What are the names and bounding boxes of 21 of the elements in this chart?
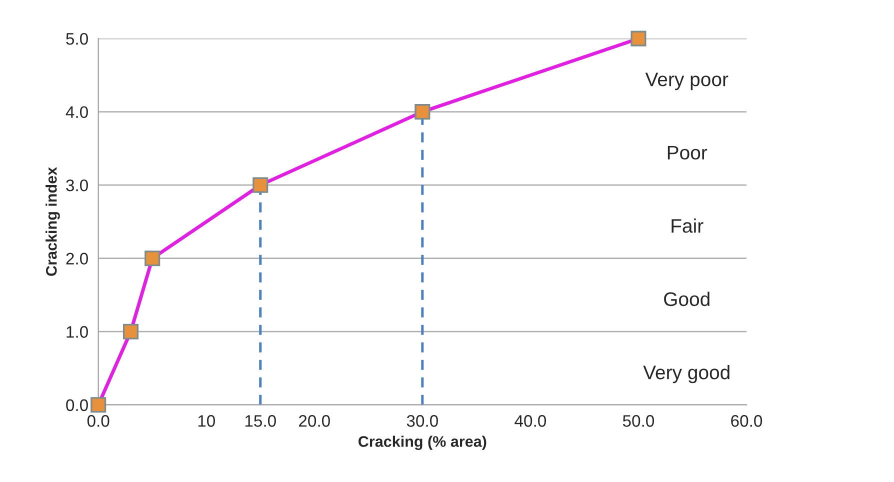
x-tick-label: 10 [198,415,215,427]
y-tick-label: 1.0 [66,326,88,338]
x-tick-label: 40.0 [514,415,546,427]
annotation: Very poor [645,72,728,90]
annotation: Good [664,292,710,306]
x-tick-label: 30.0 [406,415,438,427]
x-tick-label: 0.0 [87,415,110,427]
y-tick-label: 3.0 [66,179,88,192]
annotation: Very good [643,365,730,384]
annotation: Fair [672,218,704,233]
y-tick-label: 4.0 [66,106,88,118]
y-tick-label: 2.0 [66,252,88,265]
x-tick-label: 60.0 [731,415,762,427]
x-tick-label: 20.0 [299,415,330,427]
y-axis-title: Cracking index [46,167,60,276]
x-tick-label: 50.0 [622,415,654,427]
y-tick-label: 5.0 [66,32,88,45]
x-tick-label: 15.0 [245,415,276,427]
x-axis-title: Cracking (% area) [358,436,486,450]
annotation: Poor [668,146,708,160]
y-tick-label: 0.0 [66,399,88,412]
